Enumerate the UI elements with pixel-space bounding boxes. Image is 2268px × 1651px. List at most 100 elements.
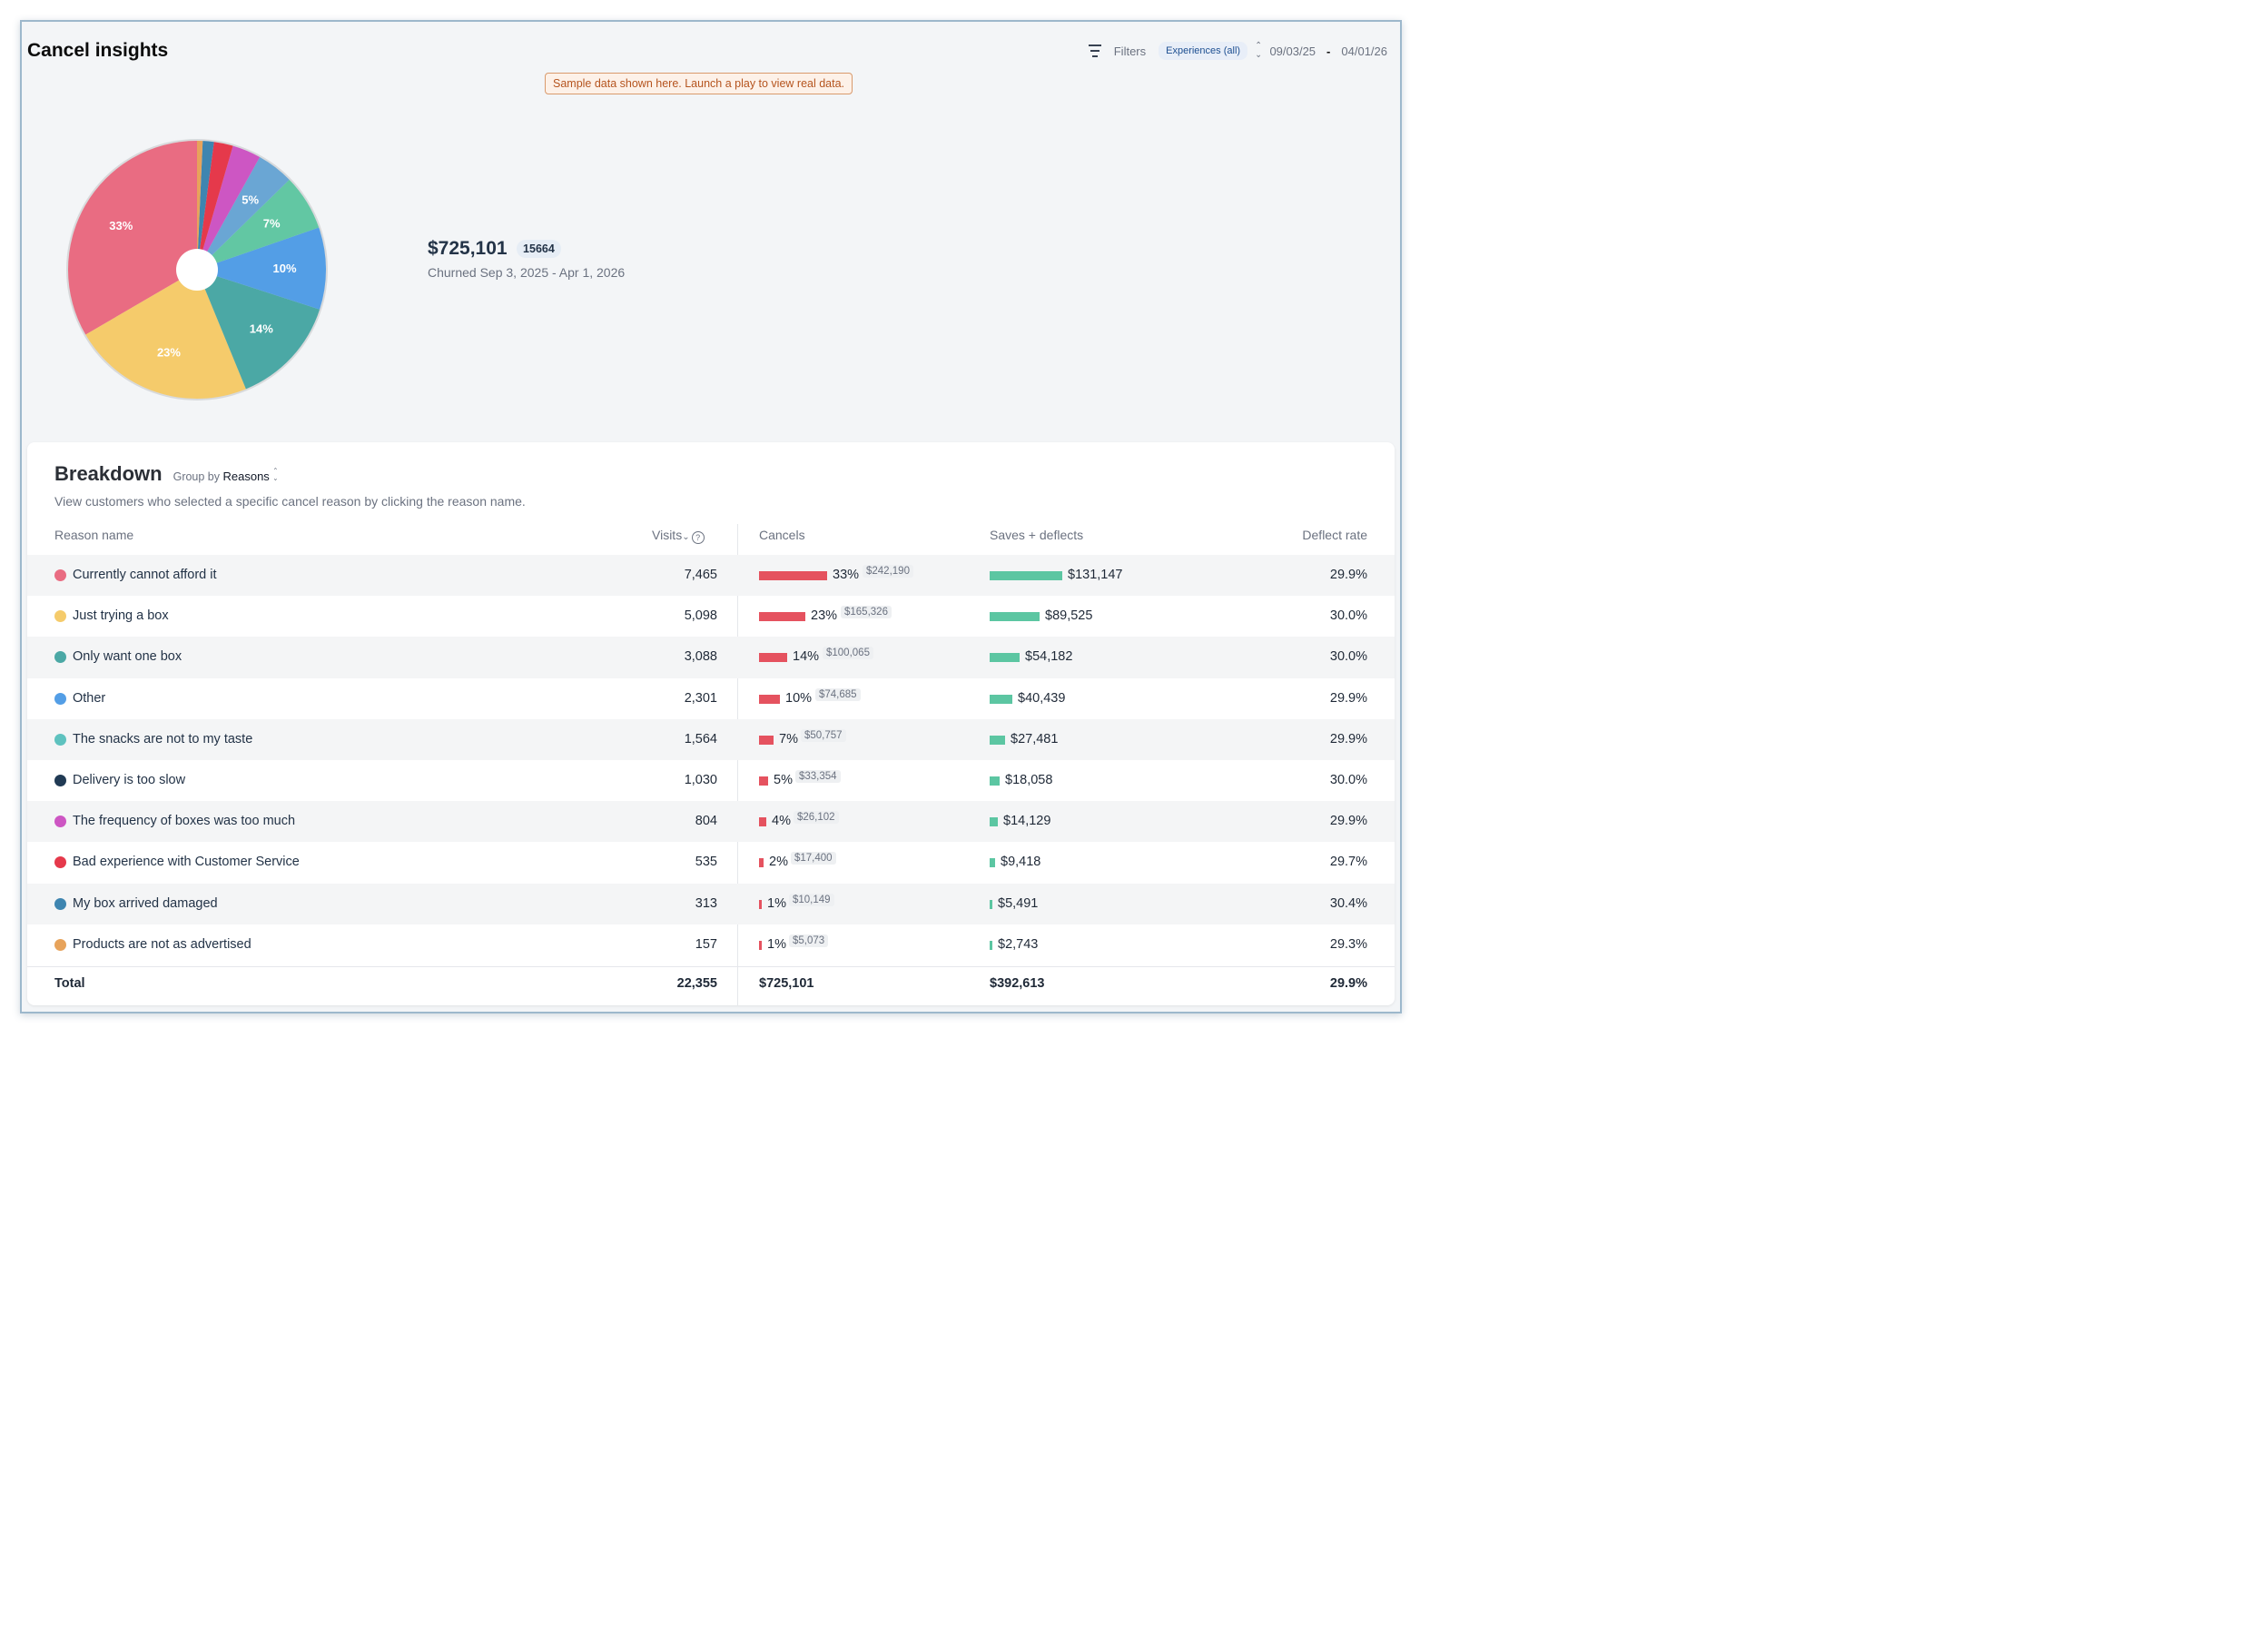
cancels-percent: 10%	[785, 690, 813, 706]
churned-date-range: Churned Sep 3, 2025 - Apr 1, 2026	[428, 265, 626, 280]
table-row: Delivery is too slow 1,030 5% $33,354 $18,05…	[27, 760, 1395, 801]
date-from[interactable]: 09/03/25	[1269, 44, 1316, 58]
cancels-percent: 14%	[793, 649, 820, 665]
churned-count-badge: 15664	[517, 240, 561, 258]
date-to[interactable]: 04/01/26	[1341, 44, 1387, 58]
visits-value: 157	[695, 936, 717, 952]
cancels-percent: 5%	[774, 772, 793, 787]
cancels-amount-badge: $26,102	[794, 811, 839, 825]
pie-slice[interactable]	[197, 227, 326, 310]
reason-name-link[interactable]: Bad experience with Customer Service	[73, 855, 300, 870]
chevron-updown-icon[interactable]: ⌃ ⌄	[272, 467, 279, 482]
reason-color-dot	[54, 774, 66, 786]
pie-slice-label: 33%	[109, 219, 133, 232]
cancels-percent: 2%	[769, 855, 788, 870]
reason-name-link[interactable]: The snacks are not to my taste	[73, 731, 253, 746]
saves-bar	[990, 612, 1040, 622]
pie-center-hole	[176, 249, 218, 291]
cancels-bar	[759, 612, 805, 622]
breakdown-description: View customers who selected a specific c…	[54, 494, 526, 509]
top-toolbar: Filters Experiences (all) ⌃ ⌄ 09/03/25 - …	[1087, 42, 1387, 60]
group-by-control[interactable]: Group by Reasons ⌃ ⌄	[173, 467, 279, 484]
visits-value: 1,030	[684, 772, 717, 787]
help-icon[interactable]: ?	[691, 531, 705, 545]
reason-color-dot	[54, 816, 66, 828]
cancels-amount-badge: $165,326	[841, 606, 892, 619]
experiences-filter-badge[interactable]: Experiences (all)	[1159, 42, 1248, 60]
col-cancels: Cancels	[759, 528, 805, 542]
deflect-rate-value: 29.9%	[1329, 690, 1367, 706]
cancels-bar	[759, 858, 764, 868]
pie-slice[interactable]	[67, 141, 197, 335]
pie-slice-label: 7%	[263, 216, 281, 230]
sort-down-icon[interactable]: ⌄	[682, 532, 690, 542]
pie-slice[interactable]	[197, 179, 320, 270]
reason-name-link[interactable]: My box arrived damaged	[73, 895, 218, 911]
pie-slice-label: 5%	[242, 193, 259, 206]
cancels-amount-badge: $100,065	[823, 647, 873, 660]
total-visits: 22,355	[676, 976, 717, 991]
saves-bar	[990, 571, 1062, 580]
pie-slice[interactable]	[197, 145, 261, 270]
pie-slice[interactable]	[197, 141, 214, 270]
reason-name-link[interactable]: Other	[73, 690, 106, 706]
deflect-rate-value: 29.7%	[1329, 855, 1367, 870]
saves-bar	[990, 940, 992, 950]
saves-bar	[990, 653, 1020, 663]
pie-slice[interactable]	[197, 141, 203, 270]
saves-bar	[990, 817, 998, 827]
reason-color-dot	[54, 938, 66, 951]
saves-amount: $40,439	[1018, 690, 1066, 706]
column-divider	[737, 524, 738, 1005]
saves-amount: $54,182	[1025, 649, 1073, 665]
visits-value: 1,564	[684, 731, 717, 746]
pie-slice[interactable]	[197, 156, 290, 270]
col-visits[interactable]: Visits⌄?	[652, 528, 705, 545]
table-row: Products are not as advertised 157 1% $5,07…	[27, 924, 1395, 965]
reason-name-link[interactable]: Currently cannot afford it	[73, 568, 217, 582]
pie-slice[interactable]	[197, 270, 320, 390]
deflect-rate-value: 29.9%	[1329, 731, 1367, 746]
saves-amount: $14,129	[1003, 814, 1051, 829]
reason-name-link[interactable]: Delivery is too slow	[73, 772, 186, 787]
churned-amount: $725,101	[428, 238, 508, 259]
table-row: The snacks are not to my taste 1,564 7% $50…	[27, 718, 1395, 760]
breakdown-card: Breakdown Group by Reasons ⌃ ⌄ View custo…	[27, 442, 1395, 1005]
col-reason-name: Reason name	[54, 528, 134, 542]
reason-color-dot	[54, 692, 66, 705]
cancels-amount-badge: $33,354	[795, 769, 841, 783]
cancels-amount-badge: $74,685	[815, 687, 861, 701]
total-label: Total	[54, 976, 85, 991]
filter-icon[interactable]	[1087, 44, 1103, 57]
saves-bar	[990, 694, 1012, 704]
total-cancels: $725,101	[759, 976, 814, 991]
visits-value: 2,301	[684, 690, 717, 706]
cancels-bar	[759, 817, 766, 827]
reason-name-link[interactable]: Just trying a box	[73, 608, 169, 624]
saves-amount: $89,525	[1045, 608, 1093, 624]
saves-amount: $5,491	[998, 895, 1039, 911]
reason-name-link[interactable]: The frequency of boxes was too much	[73, 814, 296, 829]
reason-color-dot	[54, 651, 66, 664]
reason-name-link[interactable]: Products are not as advertised	[73, 936, 251, 952]
cancels-amount-badge: $17,400	[791, 852, 836, 865]
deflect-rate-value: 30.0%	[1329, 649, 1367, 665]
deflect-rate-value: 30.0%	[1329, 772, 1367, 787]
reason-name-link[interactable]: Only want one box	[73, 649, 182, 665]
chevron-updown-icon[interactable]: ⌃ ⌄	[1255, 41, 1263, 60]
pie-slice-label: 14%	[250, 322, 273, 336]
reason-color-dot	[54, 733, 66, 746]
table-row: My box arrived damaged 313 1% $10,149 $5,491…	[27, 883, 1395, 924]
col-deflect-rate: Deflect rate	[1302, 528, 1367, 542]
visits-value: 5,098	[684, 608, 717, 624]
pie-slice[interactable]	[197, 142, 233, 270]
deflect-rate-value: 29.3%	[1329, 936, 1367, 952]
breakdown-rows: Currently cannot afford it 7,465 33% $242,1…	[27, 555, 1395, 965]
saves-amount: $27,481	[1011, 731, 1059, 746]
saves-bar	[990, 899, 992, 909]
pie-slice[interactable]	[85, 270, 246, 399]
col-visits-label[interactable]: Visits	[652, 528, 683, 542]
filters-button[interactable]: Filters	[1113, 44, 1147, 58]
group-by-value[interactable]: Reasons	[222, 470, 270, 483]
total-saves: $392,613	[990, 976, 1045, 991]
